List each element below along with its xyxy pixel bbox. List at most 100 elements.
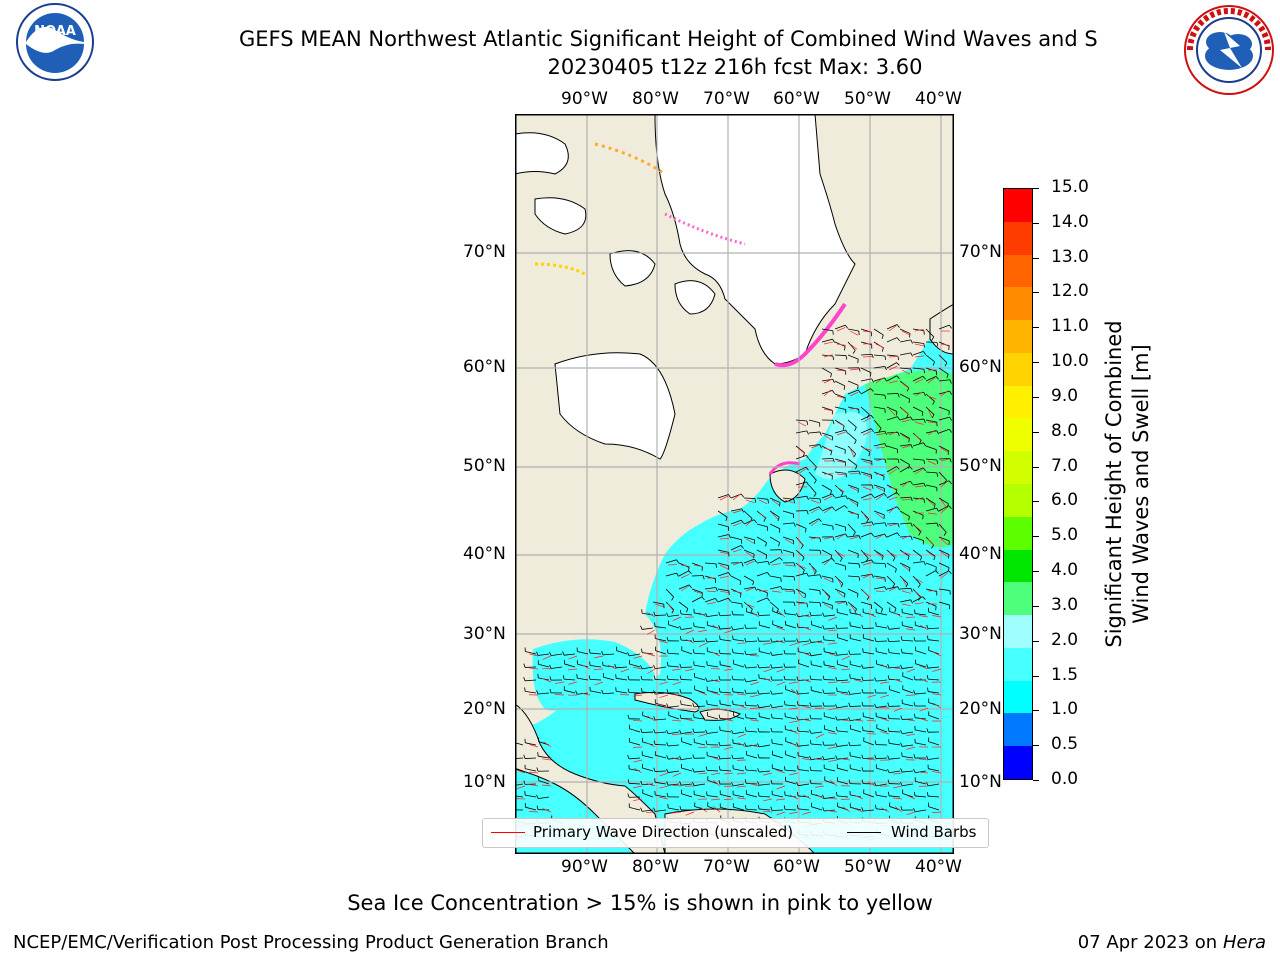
sea-ice-edge: [774, 302, 847, 368]
colorbar-tick-label: 6.0: [1051, 490, 1079, 511]
wave-direction-legend-swatch: [491, 832, 525, 833]
lat-label-right-30n: 30°N: [959, 624, 1002, 644]
lat-label-right-40n: 40°N: [959, 544, 1002, 564]
lat-label-left-50n: 50°N: [463, 456, 506, 476]
central-america: [515, 703, 666, 854]
lon-label-bottom-90w: 90°W: [561, 857, 608, 877]
colorbar-tick-mark: [1033, 675, 1039, 677]
colorbar-segment: [1004, 254, 1032, 288]
footer-host: Hera: [1222, 932, 1266, 953]
colorbar-segment: [1004, 582, 1032, 616]
lat-label-right-70n: 70°N: [959, 242, 1002, 262]
colorbar-tick-mark: [1033, 257, 1039, 259]
colorbar-tick-mark: [1033, 292, 1039, 294]
lat-label-left-30n: 30°N: [463, 624, 506, 644]
colorbar-tick-mark: [1033, 466, 1039, 468]
colorbar-tick-mark: [1033, 536, 1039, 538]
map-panel: [515, 114, 954, 854]
lat-label-right-60n: 60°N: [959, 357, 1002, 377]
colorbar-tick-label: 10.0: [1051, 351, 1089, 372]
colorbar-segment: [1004, 320, 1032, 353]
colorbar-tick-mark: [1033, 640, 1039, 642]
colorbar-tick-mark: [1033, 188, 1039, 189]
noaa-logo: NOAA: [4, 2, 104, 82]
greenland-landmass: [654, 114, 856, 365]
colorbar-title-wrap: Significant Height of Combined Wind Wave…: [1101, 186, 1157, 782]
colorbar-segment: [1004, 451, 1032, 484]
colorbar-tick-mark: [1033, 605, 1039, 607]
colorbar-tick-label: 12.0: [1051, 281, 1089, 302]
lon-label-bottom-60w: 60°W: [773, 857, 820, 877]
colorbar-segment: [1004, 287, 1032, 321]
noaa-logo-text: NOAA: [34, 24, 76, 39]
colorbar-title-line1: Significant Height of Combined: [1102, 320, 1126, 648]
colorbar-tick-label: 13.0: [1051, 246, 1089, 267]
colorbar: [1003, 188, 1033, 780]
lon-label-top-60w: 60°W: [773, 89, 820, 109]
colorbar-segment: [1004, 418, 1032, 452]
lat-label-right-10n: 10°N: [959, 772, 1002, 792]
colorbar-segment: [1004, 352, 1032, 386]
colorbar-tick-mark: [1033, 501, 1039, 503]
colorbar-tick-label: 2.0: [1051, 629, 1079, 650]
footer-credit: NCEP/EMC/Verification Post Processing Pr…: [13, 932, 609, 953]
colorbar-title-line2: Wind Waves and Swell [m]: [1129, 344, 1153, 624]
colorbar-ticks: 15.0 14.0 13.0 12.0 11.0 10.0 9.0 8.0 7.0 6.0 5.0 4…: [1033, 177, 1093, 789]
colorbar-segment: [1004, 615, 1032, 648]
colorbar-segment: [1004, 516, 1032, 550]
lon-label-top-80w: 80°W: [632, 89, 679, 109]
lat-label-left-60n: 60°N: [463, 357, 506, 377]
colorbar-tick-mark: [1033, 745, 1039, 747]
lon-label-bottom-50w: 50°W: [844, 857, 891, 877]
colorbar-segment: [1004, 385, 1032, 419]
wind-barbs-legend-swatch: [847, 832, 881, 833]
chart-subtitle: 20230405 t12z 216h fcst Max: 3.60: [547, 55, 923, 79]
lat-label-right-20n: 20°N: [959, 699, 1002, 719]
colorbar-tick-label: 14.0: [1051, 211, 1089, 232]
map-svg: [515, 114, 954, 854]
colorbar-tick-label: 1.5: [1051, 664, 1079, 685]
colorbar-segment: [1004, 549, 1032, 583]
lon-label-top-70w: 70°W: [703, 89, 750, 109]
lon-label-top-40w: 40°W: [915, 89, 962, 109]
map-legend: Primary Wave Direction (unscaled) Wind B…: [482, 818, 989, 848]
colorbar-tick-label: 11.0: [1051, 316, 1089, 337]
footer-date-text: 07 Apr 2023 on: [1077, 932, 1223, 953]
lat-label-left-40n: 40°N: [463, 544, 506, 564]
colorbar-segment: [1004, 188, 1032, 222]
colorbar-tick-label: 1.0: [1051, 699, 1079, 720]
lat-label-left-10n: 10°N: [463, 772, 506, 792]
colorbar-tick-mark: [1033, 431, 1039, 433]
colorbar-tick-label: 7.0: [1051, 455, 1079, 476]
colorbar-tick-mark: [1033, 396, 1039, 398]
colorbar-tick-mark: [1033, 327, 1039, 329]
colorbar-tick-mark: [1033, 571, 1039, 573]
lat-label-left-20n: 20°N: [463, 699, 506, 719]
colorbar-tick-label: 0.0: [1051, 769, 1079, 789]
colorbar-tick-label: 0.5: [1051, 734, 1079, 755]
colorbar-segment: [1004, 680, 1032, 714]
lon-label-top-50w: 50°W: [844, 89, 891, 109]
lat-label-right-50n: 50°N: [959, 456, 1002, 476]
colorbar-tick-label: 9.0: [1051, 385, 1079, 406]
wind-barbs-legend-label: Wind Barbs: [891, 823, 977, 841]
colorbar-segment: [1004, 483, 1032, 517]
lat-label-left-70n: 70°N: [463, 242, 506, 262]
colorbar-tick-mark: [1033, 222, 1039, 224]
colorbar-tick-label: 15.0: [1051, 177, 1089, 197]
colorbar-tick-label: 8.0: [1051, 420, 1079, 441]
sea-ice-note: Sea Ice Concentration > 15% is shown in …: [347, 891, 933, 915]
lon-label-bottom-40w: 40°W: [915, 857, 962, 877]
lon-label-top-90w: 90°W: [561, 89, 608, 109]
colorbar-segment: [1004, 647, 1032, 681]
colorbar-segment: [1004, 713, 1032, 747]
lon-label-bottom-70w: 70°W: [703, 857, 750, 877]
colorbar-tick-label: 5.0: [1051, 525, 1079, 546]
footer-date: 07 Apr 2023 on Hera: [1078, 932, 1266, 953]
colorbar-tick-label: 3.0: [1051, 594, 1079, 615]
colorbar-tick-mark: [1033, 780, 1039, 781]
colorbar-tick-mark: [1033, 710, 1039, 712]
colorbar-segment: [1004, 221, 1032, 255]
colorbar-tick-label: 4.0: [1051, 560, 1079, 581]
chart-title: GEFS MEAN Northwest Atlantic Significant…: [239, 27, 1098, 51]
